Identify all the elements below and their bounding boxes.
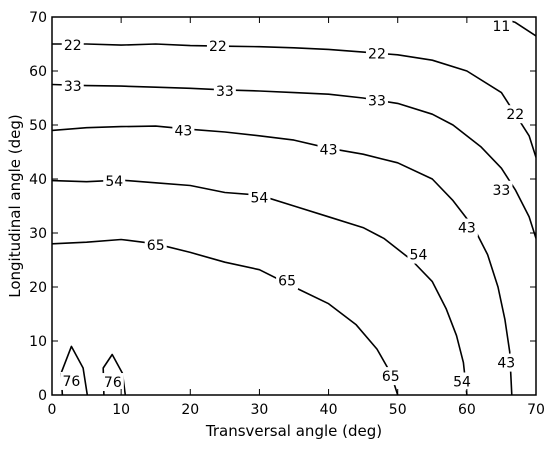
contour-lines (52, 17, 536, 395)
contour-label-bg (495, 353, 518, 372)
contour-label-54: 54 (105, 174, 123, 190)
contour-label-43: 43 (458, 221, 476, 237)
contour-label-bg (407, 245, 430, 264)
contour-label-bg (60, 371, 83, 390)
contour-label-bg (213, 81, 236, 100)
x-tick-label: 70 (527, 402, 545, 418)
contour-label-11: 11 (493, 19, 511, 35)
x-tick-label: 50 (389, 402, 407, 418)
x-tick-label: 20 (181, 402, 199, 418)
contour-label-bg (455, 218, 478, 237)
contour-label-bg (61, 77, 84, 96)
contour-label-bg (365, 44, 388, 63)
contour-label-bg (206, 37, 229, 56)
contour-label-bg (172, 121, 195, 140)
contour-label-22: 22 (209, 39, 227, 55)
contour-label-65: 65 (278, 274, 296, 290)
contour-label-bg (451, 372, 474, 391)
contour-label-bg (101, 373, 124, 392)
contour-label-43: 43 (497, 356, 515, 372)
contour-label-bg (490, 180, 513, 199)
contour-label-33: 33 (493, 183, 511, 199)
contour-label-22: 22 (368, 47, 386, 63)
x-axis-label: Transversal angle (deg) (205, 422, 382, 440)
contour-label-33: 33 (368, 94, 386, 110)
contour-label-bg (103, 172, 126, 191)
y-tick-label: 10 (29, 334, 47, 350)
contour-label-bg (61, 36, 84, 55)
y-tick-label: 40 (29, 172, 47, 188)
contour-line-33 (52, 83, 536, 239)
contour-label-22: 22 (64, 38, 82, 54)
contour-label-bg (144, 235, 167, 254)
x-tick-label: 0 (48, 402, 57, 418)
contour-label-54: 54 (251, 190, 269, 206)
contour-label-43: 43 (174, 123, 192, 139)
contour-label-22: 22 (506, 107, 524, 123)
contour-label-bg (379, 367, 402, 386)
contour-line-54 (52, 179, 468, 395)
y-tick-label: 50 (29, 118, 47, 134)
contour-line-65 (52, 238, 399, 395)
y-tick-label: 30 (29, 226, 47, 242)
contour-label-54: 54 (453, 375, 471, 391)
contour-label-43: 43 (320, 142, 338, 158)
contour-label-33: 33 (64, 79, 82, 95)
y-tick-label: 60 (29, 64, 47, 80)
x-tick-label: 30 (251, 402, 269, 418)
contour-label-bg (490, 17, 513, 36)
y-tick-label: 20 (29, 280, 47, 296)
x-tick-label: 60 (458, 402, 476, 418)
y-axis-label: Longitudinal angle (deg) (6, 114, 24, 298)
contour-line-43 (52, 125, 513, 395)
contour-label-76: 76 (62, 374, 80, 390)
x-tick-label: 10 (112, 402, 130, 418)
contour-label-65: 65 (382, 369, 400, 385)
contour-line-22 (52, 43, 536, 158)
y-axis-ticks: 0 10 20 30 40 50 60 70 (29, 10, 536, 404)
contour-label-76: 76 (104, 375, 122, 391)
contour-label-bg (504, 105, 527, 124)
plot-frame (51, 16, 537, 396)
contour-label-bg (248, 188, 271, 207)
contour-label-bg (365, 91, 388, 110)
y-tick-label: 70 (29, 10, 47, 26)
contour-label-33: 33 (216, 84, 234, 100)
contour-labels: 11 22 22 22 22 33 33 33 33 43 43 43 43 54 54 54 54 65 65 65… (60, 17, 527, 392)
x-tick-label: 40 (320, 402, 338, 418)
contour-label-65: 65 (147, 238, 165, 254)
contour-label-bg (317, 140, 340, 159)
contour-label-bg (276, 271, 299, 290)
x-axis-ticks: 0 10 20 30 40 50 60 70 (48, 17, 545, 418)
y-tick-label: 0 (38, 388, 47, 404)
contour-label-54: 54 (410, 248, 428, 264)
contour-line-11 (495, 17, 536, 37)
